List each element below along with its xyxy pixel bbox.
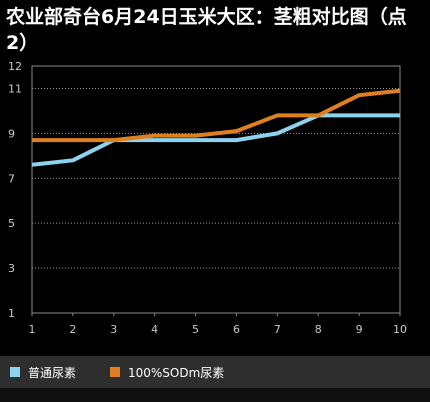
series-1-point [154, 139, 156, 141]
series-2-point [276, 114, 278, 116]
series-2-point [399, 90, 401, 92]
series-1-point [195, 139, 197, 141]
series-1-point [31, 164, 33, 166]
series-1-point [399, 114, 401, 116]
x-tick-label: 10 [393, 323, 407, 336]
x-tick-label: 7 [274, 323, 281, 336]
footer-bar [0, 388, 430, 402]
y-tick-label: 12 [8, 60, 22, 73]
x-tick-label: 8 [315, 323, 322, 336]
legend-swatch-series-1 [10, 367, 20, 377]
y-tick-label: 11 [8, 82, 22, 95]
y-tick-label: 9 [8, 127, 15, 140]
series-2-point [358, 94, 360, 96]
series-2-point [235, 130, 237, 132]
series-1-point [358, 114, 360, 116]
series-2-point [31, 139, 33, 141]
legend-item-series-2: 100%SODm尿素 [110, 356, 224, 388]
x-tick-label: 5 [192, 323, 199, 336]
series-2-point [113, 139, 115, 141]
legend-label-series-2: 100%SODm尿素 [128, 365, 225, 380]
y-tick-label: 1 [8, 307, 15, 320]
series-1-point [72, 159, 74, 161]
y-tick-label: 3 [8, 262, 15, 275]
legend-label-series-1: 普通尿素 [28, 365, 77, 380]
y-tick-label: 7 [8, 172, 15, 185]
x-tick-label: 1 [29, 323, 36, 336]
chart-title: 农业部奇台6月24日玉米大区：茎粗对比图（点2） [6, 6, 407, 54]
series-2-point [195, 135, 197, 137]
x-axis-ticks: 1 2 3 4 5 6 7 8 9 10 [29, 313, 407, 336]
series-2-point [317, 114, 319, 116]
y-axis-ticks: 1 3 5 7 9 11 12 [8, 60, 22, 320]
series-line-2 [32, 88, 401, 143]
series-line-1 [31, 113, 400, 167]
series-1-point [276, 132, 278, 134]
x-tick-label: 3 [110, 323, 117, 336]
x-tick-label: 9 [356, 323, 363, 336]
x-tick-label: 2 [69, 323, 76, 336]
plot-area-frame [31, 65, 401, 314]
series-1-point [235, 139, 237, 141]
series-2-point [72, 139, 74, 141]
series-lines [31, 88, 401, 167]
legend-item-series-1: 普通尿素 [10, 356, 76, 388]
series-2-point [154, 135, 156, 137]
legend-swatch-series-2 [110, 367, 120, 377]
y-tick-label: 5 [8, 217, 15, 230]
x-tick-label: 4 [151, 323, 158, 336]
x-tick-label: 6 [233, 323, 240, 336]
legend: 普通尿素 100%SODm尿素 [0, 356, 430, 388]
